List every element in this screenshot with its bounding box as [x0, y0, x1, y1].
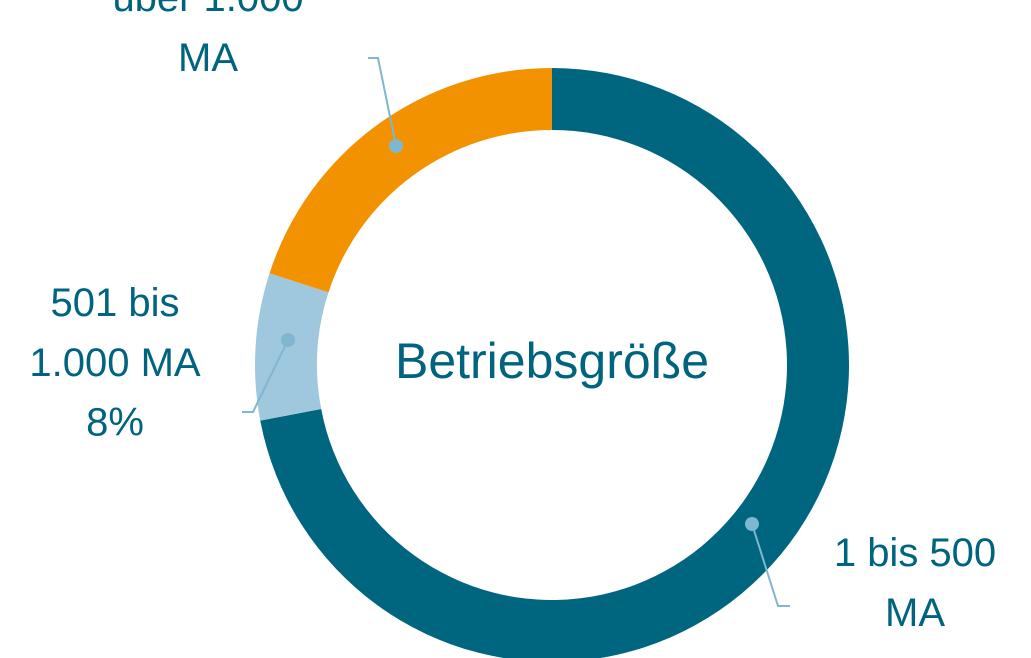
category-label: 501 bis 1.000 MA [29, 281, 201, 385]
leader-line [368, 57, 397, 147]
leader-line [242, 339, 289, 413]
leader-dot [281, 333, 295, 347]
donut-segment [269, 68, 552, 293]
category-label: 1 bis 500 MA [834, 531, 996, 635]
leader-dot [745, 517, 759, 531]
donut-segment [254, 273, 329, 421]
leader-line [751, 523, 790, 607]
value-label: 8% [86, 401, 144, 445]
leader-dot [389, 139, 403, 153]
center-label: Betriebsgröße [395, 333, 709, 389]
